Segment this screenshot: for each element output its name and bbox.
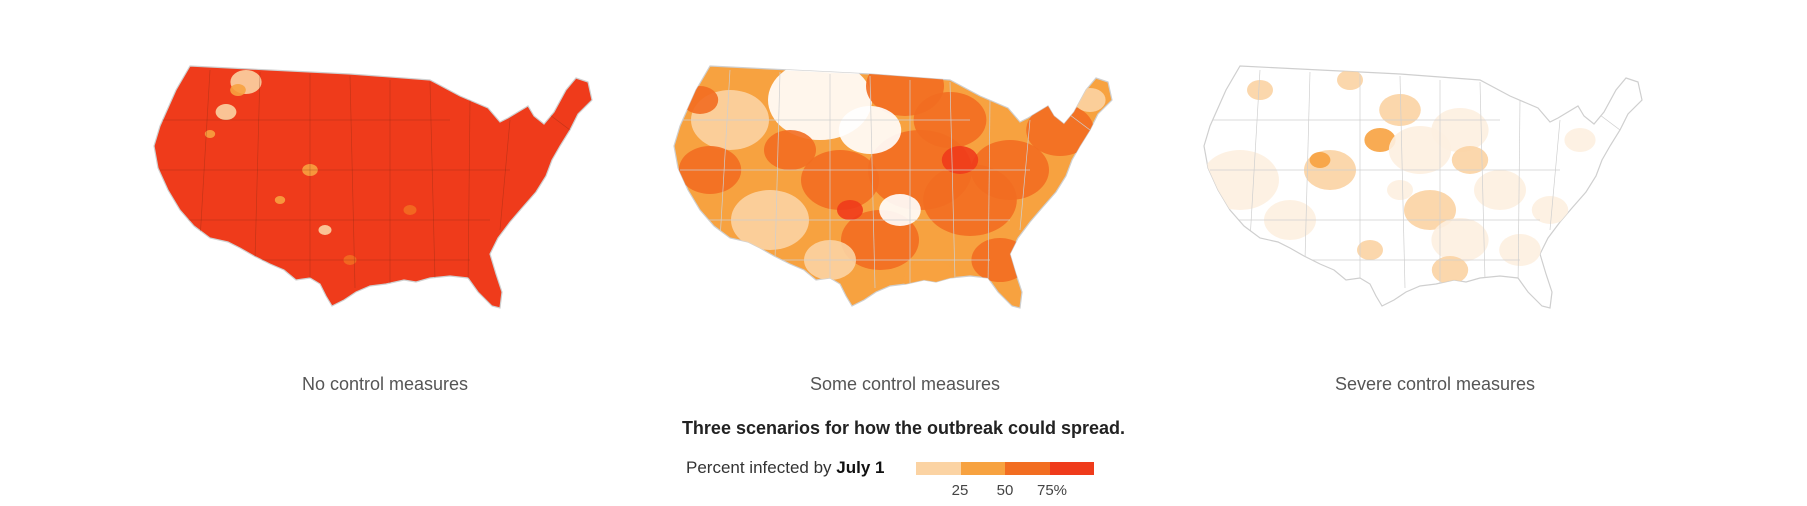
state-border-line — [1517, 99, 1521, 291]
legend-swatch-4 — [1049, 462, 1094, 475]
county-fill-blob — [1431, 256, 1469, 284]
county-fill-blob — [1247, 80, 1273, 100]
state-border-line — [349, 75, 356, 289]
us-map-no-control — [153, 65, 593, 309]
legend-swatch-3 — [1005, 462, 1050, 475]
county-fill-blob — [681, 86, 719, 114]
state-border-line — [1479, 81, 1486, 281]
county-fill-blob — [343, 255, 357, 265]
county-fill-blob — [403, 205, 417, 215]
state-border-line — [1399, 75, 1406, 289]
county-fill-blob — [1074, 88, 1106, 112]
state-border-line — [987, 99, 991, 291]
county-fill-blob — [302, 164, 318, 176]
county-fill-blob — [1531, 196, 1569, 224]
map-caption: Severe control measures — [1334, 374, 1536, 394]
state-border-line — [1549, 119, 1561, 231]
map-caption: Some control measures — [809, 374, 1001, 394]
us-map-severe-control — [1203, 65, 1643, 309]
state-border-line — [429, 81, 436, 281]
state-border-line — [499, 119, 511, 231]
county-fill-blob — [1364, 128, 1396, 152]
county-fill-blob — [1204, 150, 1279, 210]
county-fill-blob — [1499, 234, 1541, 266]
county-fill-blob — [1379, 94, 1421, 126]
state-border-line — [199, 69, 211, 241]
state-borders — [160, 69, 571, 291]
state-border-line — [1019, 119, 1031, 231]
county-fill-blob — [215, 104, 237, 120]
state-border-line — [774, 71, 781, 261]
county-fill-blob — [1357, 240, 1383, 260]
county-fill-blob — [1309, 152, 1331, 168]
county-fill-blob — [879, 194, 921, 226]
state-border-line — [719, 69, 731, 241]
county-fill-blob — [764, 130, 816, 170]
legend-label-prefix: Percent infected by — [686, 458, 832, 477]
map-panel-no-control: No control measures — [150, 60, 620, 400]
county-fill-blob — [1026, 104, 1094, 156]
legend-color-scale — [916, 462, 1094, 475]
county-fill-blob — [801, 150, 879, 210]
map-panel-some-control: Some control measures — [670, 60, 1140, 400]
figure-headline: Three scenarios for how the outbreak cou… — [681, 418, 1126, 438]
county-fill-blob — [204, 130, 216, 138]
state-borders — [680, 69, 1091, 291]
state-borders — [1210, 69, 1621, 291]
county-fill-blob — [941, 146, 979, 174]
county-fill-blob — [318, 225, 332, 235]
legend-swatch-2 — [960, 462, 1005, 475]
legend: Percent infected by July 1 25 50 75% — [686, 458, 1106, 502]
legend-tick-75: 75% — [1036, 482, 1068, 499]
state-border-line — [467, 99, 471, 291]
legend-label: Percent infected by July 1 — [686, 458, 884, 478]
state-border-line — [949, 81, 956, 281]
legend-swatch-1 — [916, 462, 961, 475]
county-fill-blob — [904, 260, 956, 300]
state-border-line — [1249, 69, 1261, 241]
legend-tick-50: 50 — [996, 482, 1014, 499]
state-border-line — [869, 75, 876, 289]
county-fill-blob — [274, 196, 286, 204]
county-fill-blob — [1474, 170, 1526, 210]
county-fill-blob — [1337, 70, 1363, 90]
county-fill-blob — [1431, 218, 1489, 262]
county-fill-layer — [204, 70, 417, 265]
map-panel-severe-control: Severe control measures — [1200, 60, 1670, 400]
legend-label-date: July 1 — [836, 458, 885, 477]
state-border-line — [254, 71, 261, 261]
county-fill-blob — [1451, 146, 1489, 174]
legend-tick-25: 25 — [951, 482, 969, 499]
county-fill-blob — [837, 200, 863, 220]
county-fill-blob — [1387, 180, 1413, 200]
us-map-some-control — [673, 65, 1113, 309]
county-fill-blob — [1564, 128, 1596, 152]
state-border-line — [1304, 71, 1311, 261]
us-outline — [153, 65, 593, 309]
maps-row: No control measures Some control measure… — [150, 60, 1670, 400]
county-fill-blob — [1431, 108, 1489, 152]
map-caption: No control measures — [301, 374, 469, 394]
county-fill-blob — [838, 106, 902, 154]
county-fill-blob — [230, 84, 246, 96]
